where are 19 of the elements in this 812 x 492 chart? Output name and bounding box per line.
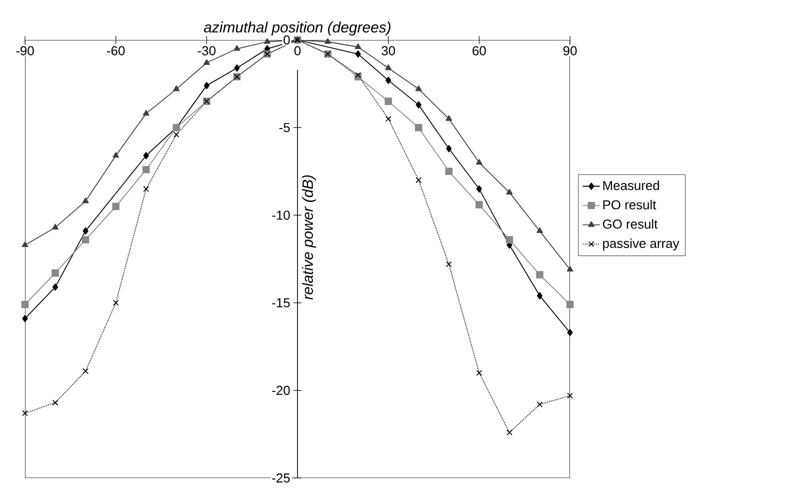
x-tick-label: -30 — [198, 46, 216, 56]
x-tick-label: 90 — [563, 46, 577, 56]
legend-label: PO result — [603, 200, 656, 210]
x-tick-label: 0 — [294, 46, 301, 56]
y-tick-label: -15 — [272, 298, 290, 308]
legend-label: Measured — [603, 180, 660, 190]
y-tick-label: -20 — [272, 386, 290, 395]
y-tick-label: -5 — [279, 123, 290, 132]
legend-label: GO result — [602, 219, 658, 229]
legend-label: passive array — [603, 238, 680, 251]
y-axis-title: relative power (dB) — [302, 175, 316, 300]
x-tick-label: -60 — [107, 46, 125, 56]
x-tick-label: 60 — [472, 46, 486, 56]
y-tick-label: 0 — [284, 35, 290, 45]
y-tick-label: -10 — [272, 210, 290, 220]
y-tick-label: -25 — [272, 473, 290, 483]
x-tick-label: 30 — [382, 46, 396, 56]
x-axis-title: azimuthal position (degrees) — [204, 22, 390, 36]
x-tick-label: -90 — [16, 46, 34, 56]
